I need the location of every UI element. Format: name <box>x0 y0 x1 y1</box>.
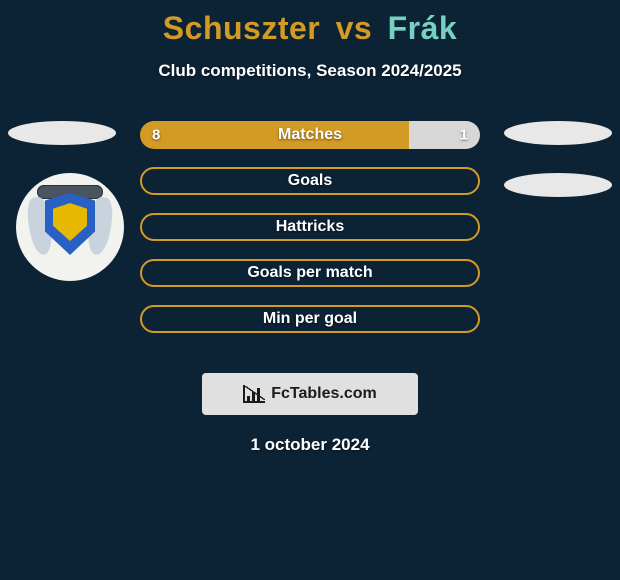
stat-row-goals-per-match: Goals per match <box>140 259 480 287</box>
page-title: Schuszter vs Frák <box>0 0 620 47</box>
stat-row-matches: Matches8 1 <box>140 121 480 149</box>
bar-label: Hattricks <box>140 218 480 236</box>
bar-value-left: 8 <box>152 127 160 144</box>
bar-label: Min per goal <box>140 310 480 328</box>
stat-row-min-per-goal: Min per goal <box>140 305 480 333</box>
left-team-ellipse <box>8 121 116 145</box>
stat-row-hattricks: Hattricks <box>140 213 480 241</box>
badge-shield-icon <box>45 193 95 255</box>
right-team-ellipse-bottom <box>504 173 612 197</box>
brand-text: FcTables.com <box>271 385 377 403</box>
title-left-name: Schuszter <box>163 10 320 46</box>
date-text: 1 october 2024 <box>0 435 620 455</box>
brand-box[interactable]: FcTables.com <box>202 373 418 415</box>
bar-label: Goals <box>140 172 480 190</box>
bar-label: Matches <box>140 126 480 144</box>
right-team-ellipse-top <box>504 121 612 145</box>
title-right-name: Frák <box>388 10 458 46</box>
club-badge <box>16 173 124 281</box>
brand-chart-icon <box>243 385 265 403</box>
subtitle: Club competitions, Season 2024/2025 <box>0 61 620 81</box>
comparison-bars: Matches8 1 Goals Hattricks Goals per match Mi… <box>140 121 480 351</box>
stat-row-goals: Goals <box>140 167 480 195</box>
bar-label: Goals per match <box>140 264 480 282</box>
stats-area: Matches8 1 Goals Hattricks Goals per match Mi… <box>0 121 620 351</box>
title-vs: vs <box>336 10 373 46</box>
bar-value-right: 1 <box>460 127 468 144</box>
club-badge-graphic <box>35 187 105 267</box>
